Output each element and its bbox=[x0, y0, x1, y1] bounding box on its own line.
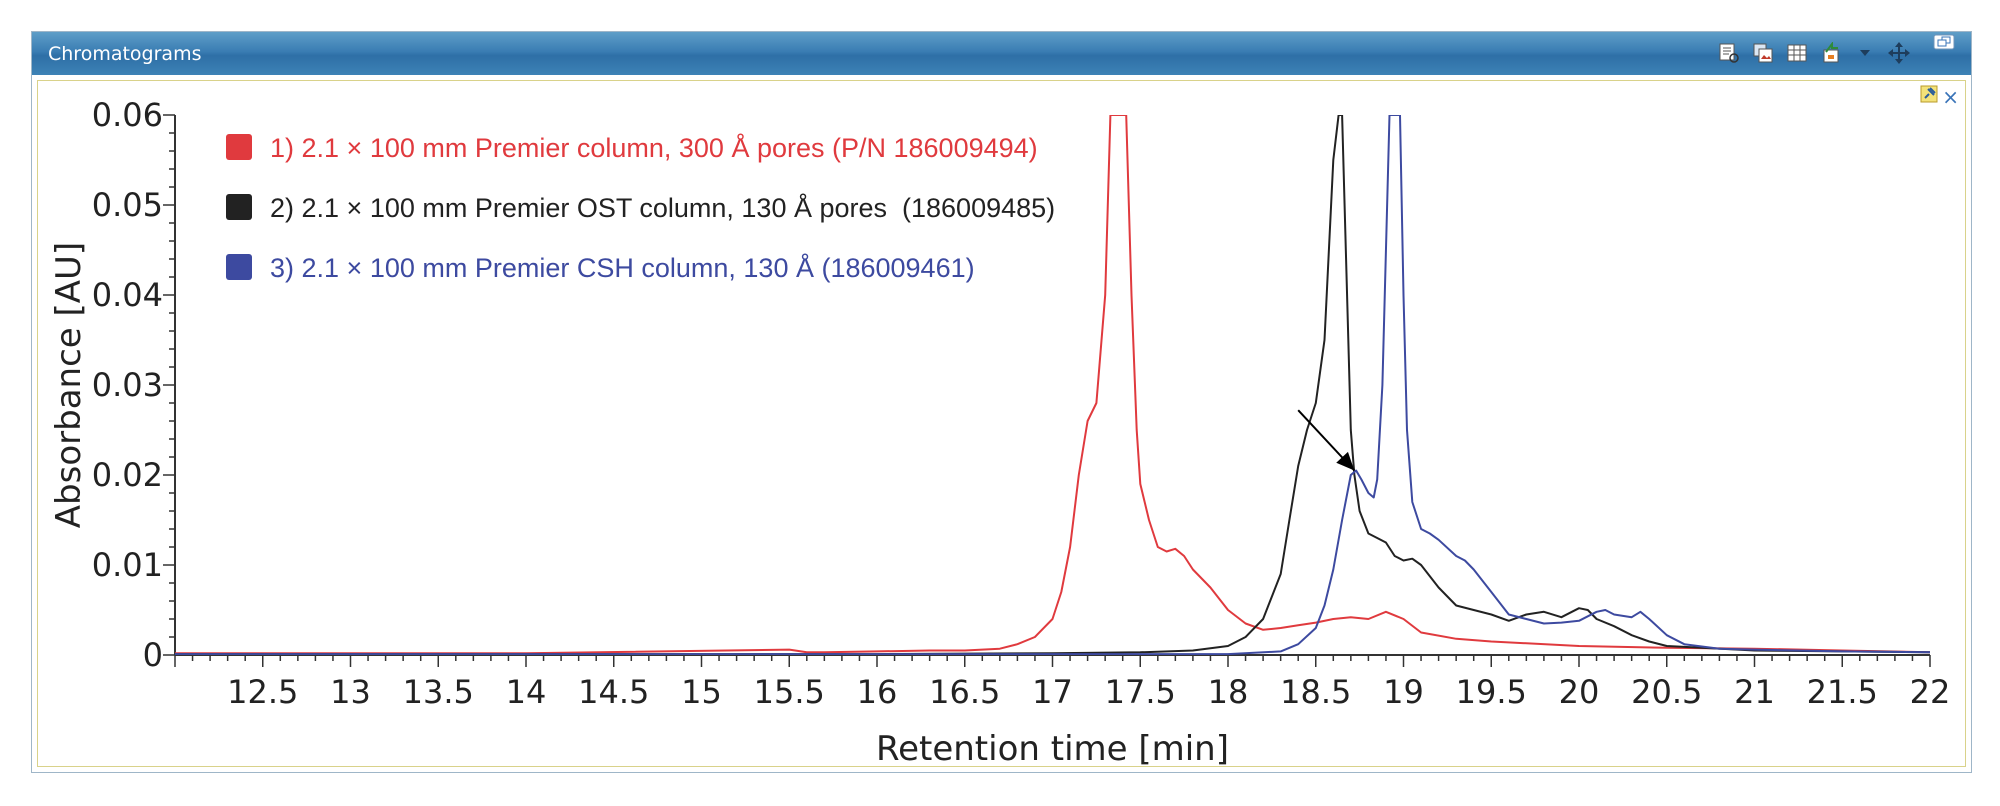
legend-label: 1) 2.1 × 100 mm Premier column, 300 Å po… bbox=[270, 132, 1038, 163]
x-tick-label: 17.5 bbox=[1105, 673, 1176, 711]
pan-move-icon[interactable] bbox=[1887, 41, 1911, 65]
x-tick-label: 20 bbox=[1559, 673, 1600, 711]
copy-image-icon[interactable] bbox=[1751, 41, 1775, 65]
plot-controls: × bbox=[1920, 85, 1959, 108]
series-layer bbox=[175, 115, 1930, 655]
axes: 12.5 13 13.5 14 14.5 15 15.5 16 16.5 17 17.5 18 18.5… bbox=[92, 96, 1951, 711]
dropdown-arrow-icon[interactable] bbox=[1853, 41, 1877, 65]
y-tick-label: 0.02 bbox=[92, 456, 163, 494]
legend-label: 2) 2.1 × 100 mm Premier OST column, 130 … bbox=[270, 192, 1055, 223]
y-axis-title: Absorbance [AU] bbox=[49, 242, 89, 528]
series-line-3 bbox=[175, 115, 1930, 655]
table-icon[interactable] bbox=[1785, 41, 1809, 65]
x-tick-label: 18 bbox=[1208, 673, 1249, 711]
legend-swatch bbox=[226, 194, 252, 220]
y-tick-label: 0.06 bbox=[92, 96, 163, 134]
x-tick-label: 19.5 bbox=[1456, 673, 1527, 711]
legend-label: 3) 2.1 × 100 mm Premier CSH column, 130 … bbox=[270, 252, 975, 283]
legend: 1) 2.1 × 100 mm Premier column, 300 Å po… bbox=[226, 132, 1055, 283]
y-tick-label: 0.05 bbox=[92, 186, 163, 224]
x-tick-label: 12.5 bbox=[227, 673, 298, 711]
series-line-1 bbox=[175, 115, 1930, 655]
y-tick-label: 0.03 bbox=[92, 366, 163, 404]
export-icon[interactable] bbox=[1819, 41, 1843, 65]
restore-window-icon[interactable] bbox=[1933, 34, 1955, 50]
panel-titlebar: Chromatograms bbox=[32, 32, 1971, 75]
x-tick-label: 14.5 bbox=[578, 673, 649, 711]
series-line-2 bbox=[175, 115, 1930, 655]
x-tick-label: 17 bbox=[1032, 673, 1073, 711]
y-tick-label: 0.01 bbox=[92, 546, 163, 584]
x-tick-label: 14 bbox=[506, 673, 547, 711]
panel-title: Chromatograms bbox=[48, 43, 202, 65]
x-tick-label: 16 bbox=[857, 673, 898, 711]
x-tick-label: 13.5 bbox=[403, 673, 474, 711]
legend-swatch bbox=[226, 254, 252, 280]
x-tick-label: 22 bbox=[1910, 673, 1951, 711]
x-tick-label: 15 bbox=[681, 673, 722, 711]
annotation-arrowhead bbox=[1336, 451, 1355, 471]
report-icon[interactable] bbox=[1717, 41, 1741, 65]
close-icon[interactable]: × bbox=[1942, 84, 1959, 109]
x-tick-label: 15.5 bbox=[754, 673, 825, 711]
y-tick-label: 0.04 bbox=[92, 276, 163, 314]
x-tick-label: 21 bbox=[1734, 673, 1775, 711]
legend-swatch bbox=[226, 134, 252, 160]
toolbar bbox=[1717, 41, 1911, 65]
x-tick-label: 19 bbox=[1383, 673, 1424, 711]
x-tick-label: 20.5 bbox=[1631, 673, 1702, 711]
x-tick-label: 18.5 bbox=[1280, 673, 1351, 711]
y-tick-label: 0 bbox=[143, 636, 163, 674]
x-tick-label: 16.5 bbox=[929, 673, 1000, 711]
x-axis-title: Retention time [min] bbox=[876, 729, 1229, 769]
x-tick-label: 13 bbox=[330, 673, 371, 711]
pin-icon[interactable] bbox=[1920, 85, 1938, 108]
x-tick-label: 21.5 bbox=[1807, 673, 1878, 711]
annotation-layer bbox=[1297, 409, 1356, 472]
